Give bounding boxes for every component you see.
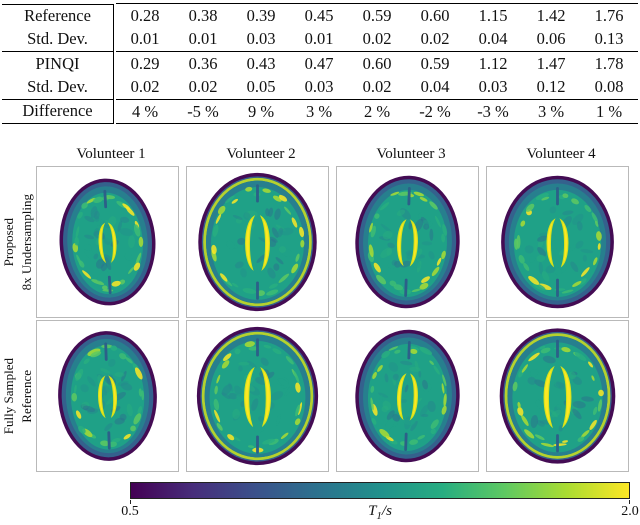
colorbar-symbol: T: [368, 503, 377, 519]
table-row-label: PINQI: [2, 51, 114, 76]
table-value: 0.02: [348, 27, 406, 52]
table-value: 1.15: [464, 3, 522, 28]
table-value: 1.12: [478, 53, 508, 73]
t1-map-reference-volunteer-4: [486, 320, 629, 472]
table-value: 0.02: [174, 75, 232, 100]
colorbar-unit: /s: [381, 503, 392, 519]
table-value: 2 %: [348, 99, 406, 124]
table-value: -3 %: [464, 99, 522, 124]
table-value: 0.03: [464, 75, 522, 100]
table-value: 0.01: [174, 27, 232, 52]
brain-t1-map-image: [499, 328, 616, 464]
t1-map-reference-volunteer-1: [36, 320, 179, 472]
table-row-label: Std. Dev.: [2, 27, 114, 52]
table-value: 0.06: [522, 27, 580, 52]
table-row: Difference 4 % -5 % 9 % 3 % 2 % -2 % -3 % 3 % 1 %: [2, 99, 638, 124]
colorbar-max-label: 2.0: [621, 504, 639, 519]
figure-row-proposed: Proposed 8x Undersampling: [0, 166, 640, 318]
table-value: 0.45: [290, 3, 348, 28]
table-value: 0.02: [348, 75, 406, 100]
table-value: 0.59: [348, 3, 406, 28]
table-row: Std. Dev. 0.01 0.01 0.03 0.01 0.02 0.02 0.04 0.0…: [2, 27, 638, 52]
table-value: 0.05: [232, 75, 290, 100]
table-value: 0.03: [290, 75, 348, 100]
table-value: 3 %: [290, 99, 348, 124]
colorbar-gradient: [130, 482, 630, 499]
table-value: 1 %: [580, 99, 638, 124]
table-value: 1.47: [536, 53, 566, 73]
brain-t1-map-image: [196, 326, 319, 466]
column-title-volunteer-3: Volunteer 3: [376, 146, 446, 162]
colorbar-title: T1/s: [368, 503, 392, 522]
table-row: Std. Dev. 0.02 0.02 0.05 0.03 0.02 0.04 0.03 0.1…: [2, 75, 638, 100]
table-value: 0.04: [406, 75, 464, 100]
table-value: 0.08: [580, 75, 638, 100]
table-value: 0.47: [304, 53, 334, 73]
brain-t1-map-image: [355, 175, 460, 309]
colorbar-tick: [130, 500, 131, 504]
colorbar-block: 0.5 2.0 T1/s: [121, 482, 639, 524]
brain-t1-map-image: [355, 329, 460, 463]
table-row: PINQI 0.29 0.36 0.43 0.47 0.60 0.59 1.12 1.47 1.7…: [2, 51, 638, 76]
row-label-proposed: Proposed 8x Undersampling: [0, 166, 36, 318]
table-value: 0.60: [406, 3, 464, 28]
brain-t1-map-image: [198, 172, 317, 312]
table-value: 0.12: [522, 75, 580, 100]
t1-map-proposed-volunteer-1: [36, 166, 179, 318]
colorbar-tick: [629, 500, 630, 504]
column-titles: Volunteer 1 Volunteer 2 Volunteer 3 Volu…: [36, 146, 640, 164]
table-value: 0.04: [464, 27, 522, 52]
table-row: Reference 0.28 0.38 0.39 0.45 0.59 0.60 1.15 1.4…: [2, 3, 638, 28]
table-value: 0.01: [290, 27, 348, 52]
table-value: 0.13: [580, 27, 638, 52]
table-value: 0.59: [420, 53, 450, 73]
t1-map-reference-volunteer-2: [186, 320, 329, 472]
table-row-label: Reference: [2, 3, 114, 28]
table-value: -2 %: [406, 99, 464, 124]
row-label-line: Proposed: [1, 217, 16, 267]
table-value: 0.02: [116, 75, 174, 100]
colorbar-subscript: 1: [376, 510, 382, 522]
t1-map-proposed-volunteer-3: [336, 166, 479, 318]
results-table: Reference 0.28 0.38 0.39 0.45 0.59 0.60 1.15 1.4…: [2, 3, 638, 124]
table-row-label: Difference: [2, 99, 114, 124]
table-value: -5 %: [174, 99, 232, 124]
brain-t1-map-image: [58, 331, 157, 461]
column-title-volunteer-4: Volunteer 4: [526, 146, 596, 162]
table-value: 0.39: [232, 3, 290, 28]
table-row-label: Std. Dev.: [2, 75, 114, 100]
table-value: 3 %: [522, 99, 580, 124]
table-value: 1.42: [522, 3, 580, 28]
table-value: 0.28: [116, 3, 174, 28]
table-value: 0.36: [188, 53, 218, 73]
table-value: 0.38: [174, 3, 232, 28]
table-value: 0.43: [246, 53, 276, 73]
t1-map-proposed-volunteer-2: [186, 166, 329, 318]
figure-row-reference: Fully Sampled Reference: [0, 320, 640, 472]
row-label-line: 8x Undersampling: [19, 193, 34, 291]
table-value: 0.03: [232, 27, 290, 52]
row-label-reference: Fully Sampled Reference: [0, 320, 36, 472]
row-label-line: Fully Sampled: [1, 357, 16, 435]
table-value: 9 %: [232, 99, 290, 124]
row-label-line: Reference: [19, 369, 34, 423]
table-value: 4 %: [116, 99, 174, 124]
t1-map-proposed-volunteer-4: [486, 166, 629, 318]
table-value: 1.78: [594, 53, 624, 73]
brain-t1-map-image: [59, 178, 156, 306]
t1-map-figure: Volunteer 1 Volunteer 2 Volunteer 3 Volu…: [0, 146, 640, 524]
colorbar-min-label: 0.5: [121, 504, 139, 519]
column-title-volunteer-2: Volunteer 2: [226, 146, 296, 162]
table-value: 0.60: [362, 53, 392, 73]
column-title-volunteer-1: Volunteer 1: [76, 146, 146, 162]
table-value: 0.29: [130, 53, 160, 73]
table-value: 1.76: [580, 3, 638, 28]
brain-t1-map-image: [501, 175, 614, 309]
t1-map-reference-volunteer-3: [336, 320, 479, 472]
table-value: 0.02: [406, 27, 464, 52]
table-value: 0.01: [116, 27, 174, 52]
